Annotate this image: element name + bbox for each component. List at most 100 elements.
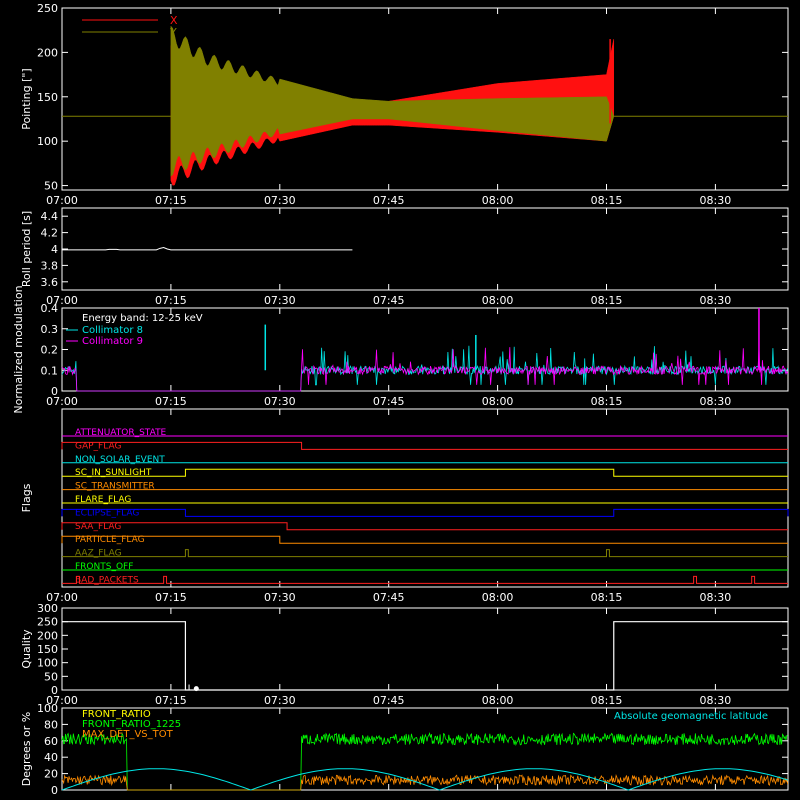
y-tick-label: 0.4 [41,302,59,315]
y-tick-label: 20 [44,768,58,781]
x-tick-label: 08:30 [700,694,732,707]
x-tick-label: 08:30 [700,194,732,207]
latitude-annotation: Absolute geomagnetic latitude [614,711,768,722]
y-axis-label: Quality [20,629,33,669]
y-tick-label: 0 [51,684,58,697]
panel-5: 07:00 07:15 07:30 07:45 08:00 08:15 08:30 05010… [20,602,789,707]
y-tick-label: 200 [37,46,58,59]
flag-label-attenuator-state: ATTENUATOR_STATE [75,428,167,438]
flag-label-sc-transmitter: SC_TRANSMITTER [75,482,155,492]
pointing-series: XY [62,14,788,186]
y-tick-label: 150 [37,91,58,104]
flag-line-eclipse-flag [61,508,789,517]
y-tick-label: 4.4 [41,210,59,223]
x-tick-label: 08:00 [482,694,514,707]
x-tick-label: 07:00 [46,591,78,604]
x-tick-label: 07:15 [155,591,187,604]
flag-line-gap-flag [61,441,788,450]
x-tick-label: 08:15 [591,694,623,707]
x-tick-label: 08:15 [591,294,623,307]
x-tick-label: 07:00 [46,194,78,207]
energy-band-annotation: Energy band: 12-25 keV [82,313,203,324]
y-tick-label: 0.1 [41,364,59,377]
y-tick-label: 300 [37,602,58,615]
y-tick-label: 150 [37,643,58,656]
x-tick-label: 07:45 [373,294,405,307]
plot-frame [61,707,789,791]
y-tick-label: 80 [44,718,58,731]
x-tick-label: 07:30 [264,395,296,408]
legend-label: Collimator 8 [82,325,143,336]
plot-frame [61,7,789,191]
y-axis-label: Roll period [s] [20,211,33,287]
x-tick-label: 08:30 [700,395,732,408]
flag-line-particle-flag [61,535,788,544]
y-tick-label: 100 [37,135,58,148]
x-tick-label: 08:30 [700,591,732,604]
roll-period-line [62,247,353,251]
x-tick-label: 08:15 [591,395,623,408]
flag-label-particle-flag: PARTICLE_FLAG [75,535,145,545]
flag-label-fronts-off: FRONTS_OFF [75,562,133,572]
x-tick-label: 07:15 [155,395,187,408]
legend-label-x: X [170,14,178,27]
flag-label-non-solar-event: NON_SOLAR_EVENT [75,455,165,465]
x-tick-label: 08:00 [482,194,514,207]
y-tick-label: 200 [37,629,58,642]
plot-frame [61,408,789,588]
x-tick-label: 08:00 [482,294,514,307]
x-tick-label: 08:00 [482,395,514,408]
x-tick-label: 07:30 [264,591,296,604]
panel-6: 0 20 40 60 80 100 Degrees or % [20,702,789,797]
legend-label: FRONT_RATIO [82,709,151,720]
x-tick-label: 08:30 [700,294,732,307]
x-tick-label: 07:00 [46,395,78,408]
flag-line-saa-flag [61,522,788,531]
y-tick-label: 4 [51,243,58,256]
x-tick-label: 07:45 [373,194,405,207]
flags-panel: ATTENUATOR_STATE GAP_FLAG NON_SOLAR_EVENT S… [61,428,789,585]
y-axis-label: Normalized modulation [12,285,25,413]
y-tick-label: 4.2 [41,227,59,240]
y-tick-label: 100 [37,702,58,715]
y-tick-label: 250 [37,616,58,629]
series-geomagnetic-latitude [61,768,789,791]
flag-line-sc-in-sunlight [62,468,788,477]
x-tick-label: 07:15 [155,294,187,307]
x-tick-label: 07:45 [373,591,405,604]
flag-label-bad-packets: BAD_PACKETS [75,575,139,585]
y-tick-label: 50 [44,670,58,683]
flag-label-flare-flag: FLARE_FLAG [75,495,131,505]
y-axis-label: Flags [20,483,33,512]
legend-label-y: Y [169,26,177,39]
y-tick-label: 50 [44,180,58,193]
y-tick-label: 3.8 [41,259,59,272]
legend-label: MAX_DET_VS_TOT [82,729,174,740]
x-tick-label: 07:15 [155,694,187,707]
y-tick-label: 0.2 [41,344,59,357]
x-tick-label: 07:30 [264,294,296,307]
ratio-series: FRONT_RATIOFRONT_RATIO_1225MAX_DET_VS_TO… [61,709,789,791]
flag-label-eclipse-flag: ECLIPSE_FLAG [75,508,139,518]
y-tick-label: 0.3 [41,323,59,336]
panel-1: 07:00 07:15 07:30 07:45 08:00 08:15 08:30 50 100… [20,2,789,207]
y-tick-label: 0 [51,385,58,398]
x-tick-label: 08:15 [591,194,623,207]
flag-line-aaz-flag [62,549,788,558]
x-tick-label: 07:30 [264,194,296,207]
series-max-det-vs-tot [61,774,789,791]
y-tick-label: 0 [51,784,58,797]
flag-label-sc-in-sunlight: SC_IN_SUNLIGHT [75,468,152,478]
x-tick-label: 07:00 [46,294,78,307]
y-tick-label: 250 [37,2,58,15]
y-tick-label: 3.6 [41,276,59,289]
panel-3: 07:00 07:15 07:30 07:45 08:00 08:15 08:30 0 0.1 0… [12,285,789,414]
flag-label-aaz-flag: AAZ_FLAG [75,549,122,559]
y-axis-label: Pointing ["] [20,68,33,129]
x-tick-label: 07:30 [264,694,296,707]
panel-2: 07:00 07:15 07:30 07:45 08:00 08:15 08:30 3.6 3.… [20,207,789,307]
legend-label: FRONT_RATIO_1225 [82,719,181,730]
flag-line-bad-packets [62,575,788,584]
x-tick-label: 08:15 [591,591,623,604]
